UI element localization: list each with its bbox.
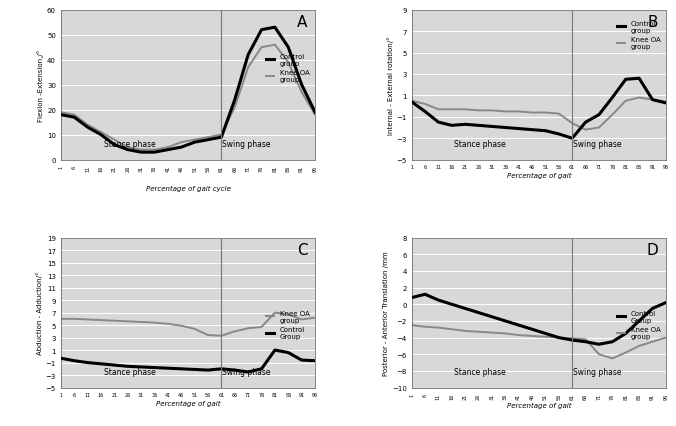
Y-axis label: Internal - External rotation/°: Internal - External rotation/° bbox=[387, 36, 393, 135]
Text: Swing phase: Swing phase bbox=[222, 139, 270, 148]
Text: D: D bbox=[646, 242, 658, 257]
Legend: Knee OA
group, Control
Group: Knee OA group, Control Group bbox=[264, 308, 312, 342]
X-axis label: Percentage of gait: Percentage of gait bbox=[506, 402, 571, 408]
X-axis label: Percentage of gait cycle: Percentage of gait cycle bbox=[145, 185, 231, 191]
Text: Stance phase: Stance phase bbox=[103, 139, 155, 148]
Text: Swing phase: Swing phase bbox=[222, 367, 270, 376]
Text: Swing phase: Swing phase bbox=[573, 367, 621, 376]
Y-axis label: Flexion -Extension,/°: Flexion -Extension,/° bbox=[37, 49, 44, 121]
Text: C: C bbox=[297, 242, 308, 257]
X-axis label: Percentage of gait: Percentage of gait bbox=[155, 400, 220, 406]
Text: Stance phase: Stance phase bbox=[454, 139, 506, 148]
Text: Stance phase: Stance phase bbox=[103, 367, 155, 376]
Text: Stance phase: Stance phase bbox=[454, 367, 506, 376]
Y-axis label: Abduction - Adduction/°: Abduction - Adduction/° bbox=[36, 271, 43, 354]
Y-axis label: Posterior - Anterior Translation /mm: Posterior - Anterior Translation /mm bbox=[383, 250, 389, 375]
Legend: Control
group, Knee OA
group: Control group, Knee OA group bbox=[264, 52, 312, 85]
Text: Swing phase: Swing phase bbox=[573, 139, 621, 148]
Legend: Control
group, Knee OA
group: Control group, Knee OA group bbox=[614, 19, 662, 52]
Text: A: A bbox=[297, 15, 308, 30]
X-axis label: Percentage of gait: Percentage of gait bbox=[506, 173, 571, 179]
Legend: Control
Group, Knee OA
group: Control Group, Knee OA group bbox=[614, 308, 662, 342]
Text: B: B bbox=[648, 15, 658, 30]
